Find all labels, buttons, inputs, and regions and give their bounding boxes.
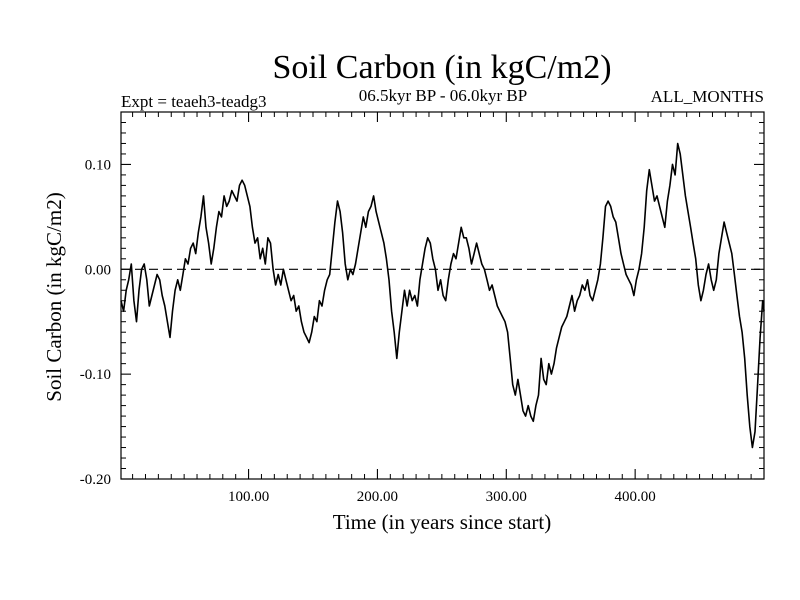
chart-title: Soil Carbon (in kgC/m2) — [272, 49, 611, 86]
experiment-label: Expt = teaeh3-teadg3 — [121, 92, 267, 111]
y-tick-label: 0.00 — [85, 262, 111, 278]
y-tick-label: 0.10 — [85, 157, 111, 173]
x-axis-label: Time (in years since start) — [333, 510, 552, 534]
series-line — [120, 142, 765, 449]
x-tick-label: 400.00 — [615, 489, 656, 505]
y-tick-label: -0.20 — [80, 472, 111, 488]
x-tick-label: 100.00 — [228, 489, 269, 505]
x-tick-label: 300.00 — [486, 489, 527, 505]
y-tick-labels: 0.10 0.00 -0.10 -0.20 — [80, 157, 111, 488]
y-axis-label: Soil Carbon (in kgC/m2) — [42, 192, 66, 401]
y-tick-label: -0.10 — [80, 367, 111, 383]
chart-subtitle: 06.5kyr BP - 06.0kyr BP — [359, 86, 527, 105]
period-label: ALL_MONTHS — [651, 87, 764, 106]
x-tick-labels: 100.00 200.00 300.00 400.00 — [228, 489, 656, 505]
minor-ticks — [121, 112, 764, 479]
x-tick-label: 200.00 — [357, 489, 398, 505]
plot-frame — [120, 111, 765, 480]
